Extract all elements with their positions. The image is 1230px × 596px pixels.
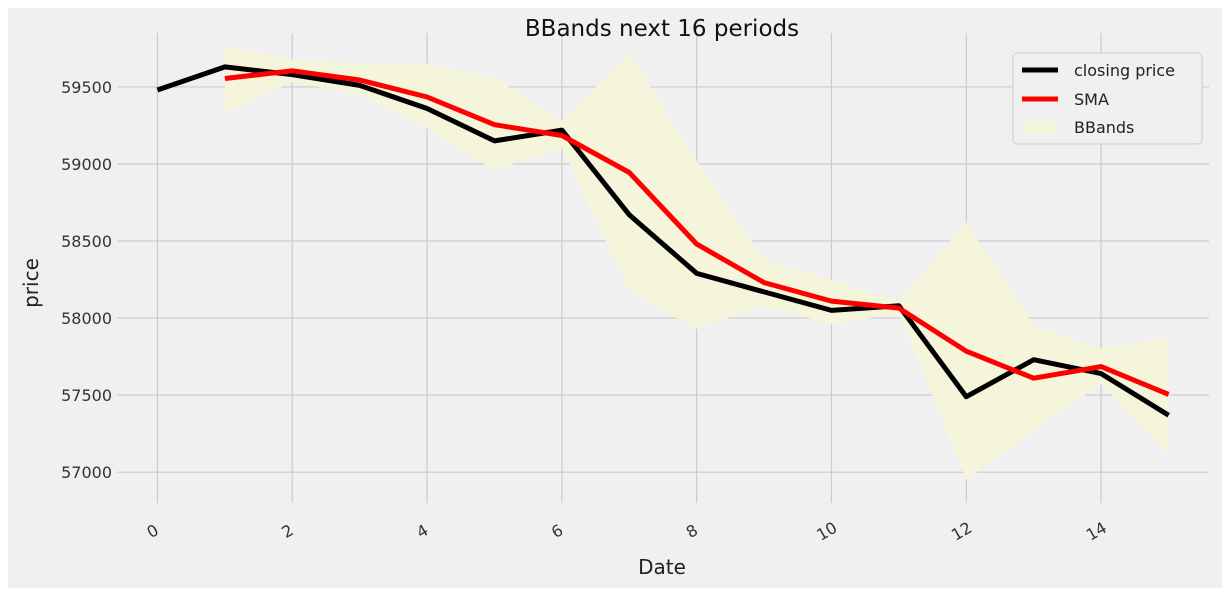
chart-title: BBands next 16 periods [525, 16, 799, 42]
sma-line [224, 68, 1170, 397]
legend-label-sma: SMA [1074, 90, 1109, 109]
closing-price-line [156, 64, 1170, 418]
y-tick-label: 57500 [61, 386, 112, 405]
legend-swatch-bbands [1022, 120, 1058, 134]
bbands-layer [224, 45, 1169, 480]
y-tick-labels: 57000 57500 58000 58500 59000 59500 [61, 78, 112, 482]
bbands-area [224, 45, 1169, 480]
y-tick-label: 58000 [61, 309, 112, 328]
y-tick-label: 57000 [61, 463, 112, 482]
legend: closing price SMA BBands [1012, 52, 1203, 145]
legend-box [1012, 52, 1203, 145]
legend-label-bbands: BBands [1074, 118, 1134, 137]
series-lines-layer [156, 64, 1170, 418]
y-tick-label: 59000 [61, 155, 112, 174]
y-tick-label: 59500 [61, 78, 112, 97]
legend-label-closing-price: closing price [1074, 61, 1175, 80]
x-axis-label: Date [638, 555, 686, 579]
y-tick-label: 58500 [61, 232, 112, 251]
y-axis-label: price [19, 258, 43, 308]
